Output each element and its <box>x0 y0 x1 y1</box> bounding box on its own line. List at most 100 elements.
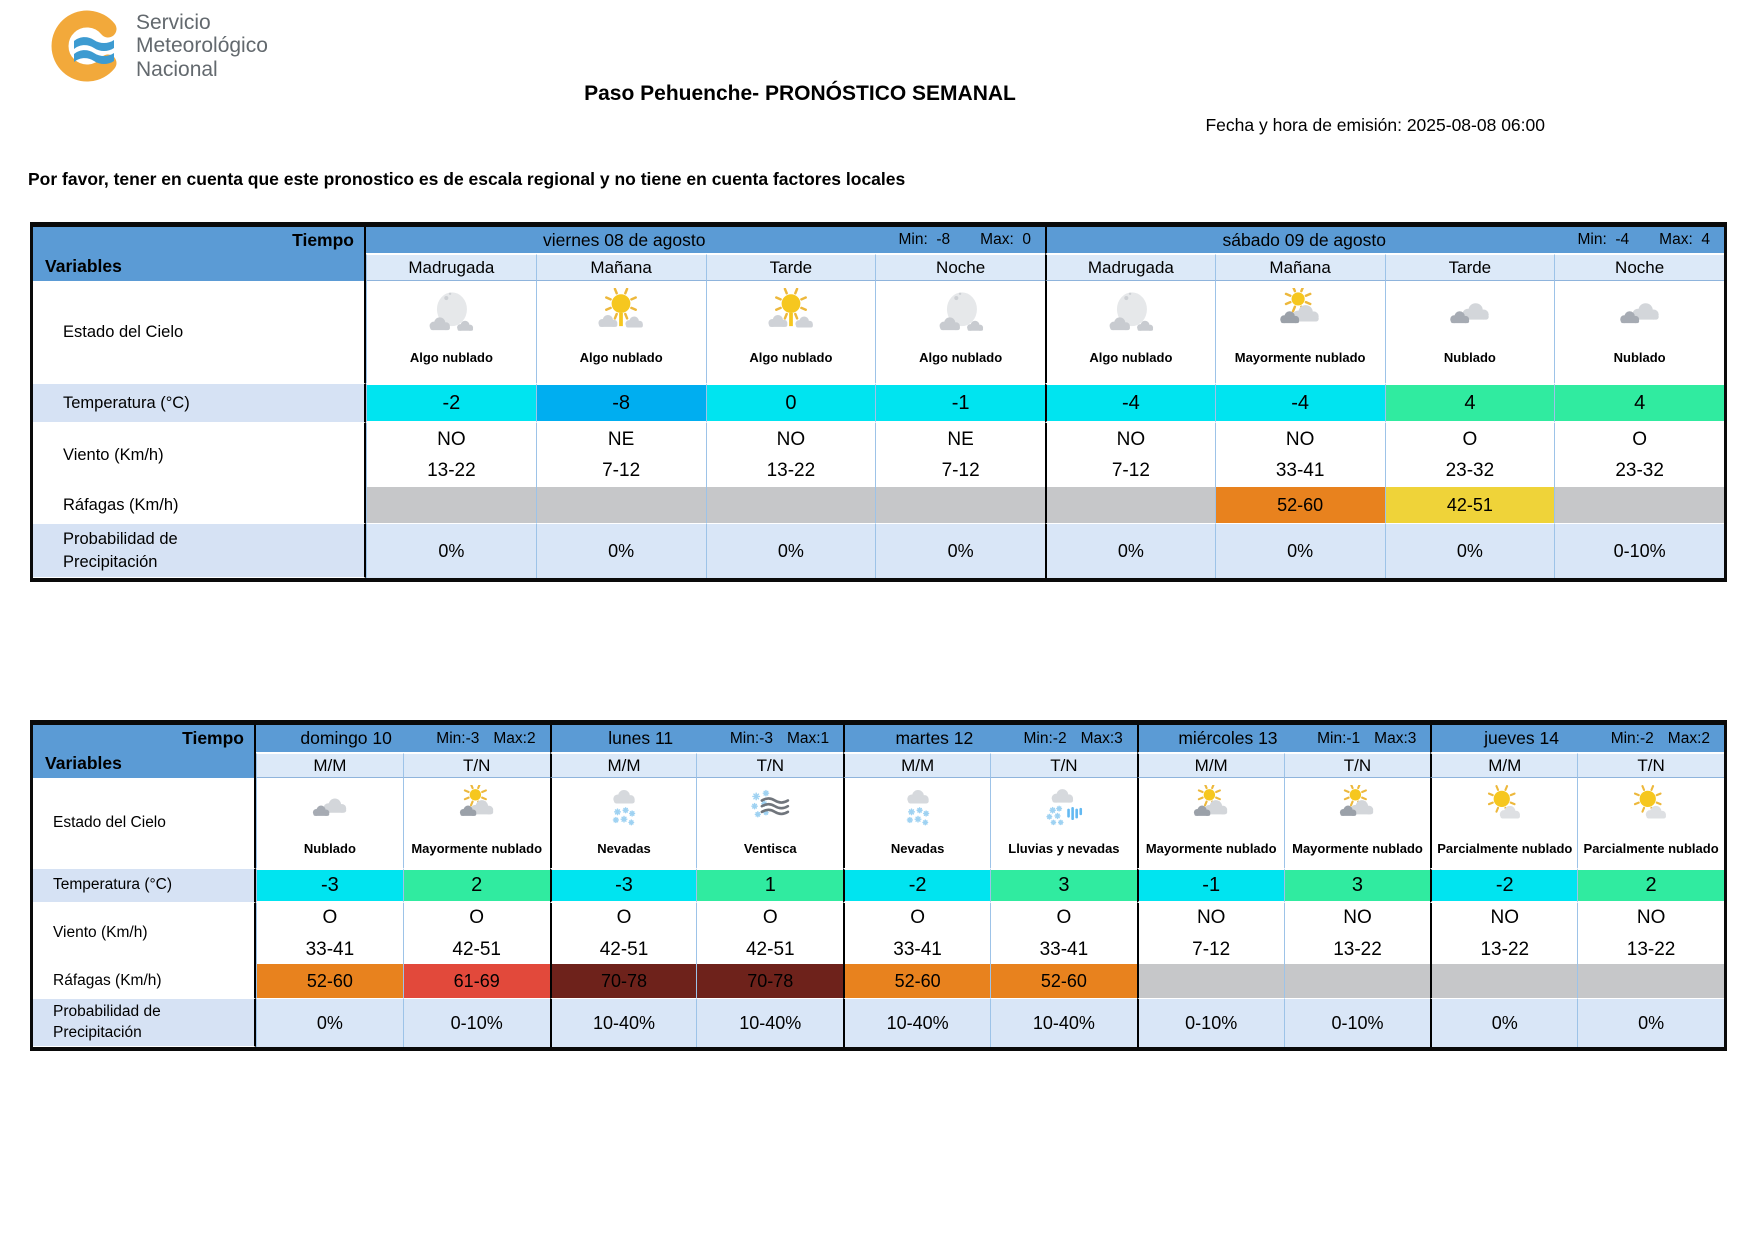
row-label: Viento (Km/h) <box>33 423 366 487</box>
wind-direction: O <box>322 907 338 929</box>
rain-snow-icon <box>1038 785 1090 834</box>
wind-direction: NE <box>607 428 635 450</box>
wind-range: 13-22 <box>427 460 476 481</box>
temperature-cell: 3 <box>1283 868 1431 903</box>
period-header: M/M <box>549 753 697 778</box>
day-header: domingo 10 Min:-3 Max:2 <box>256 725 550 753</box>
gust-cell: 52-60 <box>256 964 403 998</box>
sky-condition-label: Parcialmente nublado <box>1583 841 1719 856</box>
row-label-text: Estado del Cielo <box>53 813 166 831</box>
gust-cell: 70-78 <box>549 964 697 998</box>
day-min: Min:-3 <box>436 729 480 747</box>
corner-header-cell: Tiempo Variables <box>33 227 366 281</box>
partly-cloudy-icon <box>1479 785 1531 834</box>
day-max: Max:2 <box>493 729 536 747</box>
wind-cell: O 23-32 <box>1384 423 1555 487</box>
sky-condition-label: Nublado <box>1613 350 1666 365</box>
regional-disclaimer: Por favor, tener en cuenta que este pron… <box>28 169 906 189</box>
row-label: Estado del Cielo <box>33 778 256 868</box>
period-header: M/M <box>1430 753 1578 778</box>
gust-cell <box>875 487 1045 523</box>
wind-direction: NO <box>437 428 466 450</box>
temperature-cell: 4 <box>1554 383 1724 423</box>
smn-logo-text: Servicio Meteorológico Nacional <box>136 11 268 80</box>
gust-cell <box>1554 487 1724 523</box>
day-name: viernes 08 de agosto <box>543 229 706 250</box>
period-header: T/N <box>1577 753 1724 778</box>
sky-condition-label: Nublado <box>303 841 356 856</box>
wind-range: 13-22 <box>1333 938 1382 960</box>
wind-range: 42-51 <box>452 938 501 960</box>
wind-direction: O <box>1632 428 1648 450</box>
logo-line-3: Nacional <box>136 57 218 81</box>
sky-cell: Mayormente nublado <box>1214 281 1385 383</box>
period-header: Mañana <box>535 254 706 281</box>
gust-cell: 61-69 <box>402 964 550 998</box>
precip-cell: 0-10% <box>1554 523 1724 578</box>
sky-condition-label: Mayormente nublado <box>1292 841 1423 856</box>
day-header: jueves 14 Min:-2 Max:2 <box>1430 725 1724 753</box>
period-header: T/N <box>1283 753 1431 778</box>
gust-cell: 70-78 <box>696 964 844 998</box>
temperature-cell: -4 <box>1214 383 1385 423</box>
sky-cell: Mayormente nublado <box>1136 778 1284 868</box>
precip-cell: 0% <box>1045 523 1215 578</box>
temperature-cell: -2 <box>843 868 990 903</box>
sky-cell: Nevadas <box>549 778 697 868</box>
precip-cell: 10-40% <box>990 998 1137 1047</box>
temperature-cell: -3 <box>256 868 403 903</box>
moon-clouds-icon <box>931 288 991 343</box>
row-label-text: Viento (Km/h) <box>53 924 148 942</box>
wind-cell: NO 13-22 <box>1577 903 1724 964</box>
precip-cell: 0-10% <box>402 998 550 1047</box>
temperature-cell: 2 <box>402 868 550 903</box>
row-label-text: Ráfagas (Km/h) <box>53 971 162 989</box>
wind-cell: O 42-51 <box>549 903 697 964</box>
temperature-cell: -4 <box>1045 383 1215 423</box>
gust-cell: 42-51 <box>1384 487 1555 523</box>
wind-cell: NO 13-22 <box>1430 903 1578 964</box>
wind-range: 42-51 <box>599 938 649 960</box>
forecast-table-detailed: Tiempo Variables viernes 08 de agosto Min: … <box>30 222 1727 582</box>
row-label-text: Probabilidad de Precipitación <box>53 1002 161 1041</box>
temperature-cell: -1 <box>1136 868 1284 903</box>
temperature-cell: -8 <box>535 383 706 423</box>
sky-cell: Algo nublado <box>875 281 1045 383</box>
sky-cell: Algo nublado <box>705 281 876 383</box>
temperature-cell: 3 <box>990 868 1137 903</box>
partly-cloudy-icon <box>1625 785 1677 834</box>
precip-cell: 10-40% <box>696 998 844 1047</box>
sun-clouds-icon <box>761 287 821 343</box>
period-header: M/M <box>256 753 403 778</box>
sky-cell: Mayormente nublado <box>1283 778 1431 868</box>
temperature-cell: -2 <box>1430 868 1578 903</box>
period-header: M/M <box>843 753 990 778</box>
day-min: Min:-3 <box>729 729 773 747</box>
wind-range: 33-41 <box>1275 460 1325 481</box>
wind-cell: NO 33-41 <box>1214 423 1385 487</box>
forecast-table-weekly: Tiempo Variables domingo 10 Min:-3 Max:2 lune… <box>30 720 1727 1051</box>
wind-range: 33-41 <box>893 938 942 960</box>
wind-cell: O 23-32 <box>1554 423 1724 487</box>
sky-condition-label: Algo nublado <box>409 350 493 365</box>
day-min: Min:-2 <box>1610 729 1654 747</box>
sky-condition-label: Algo nublado <box>1089 350 1173 365</box>
temperature-cell: 4 <box>1384 383 1555 423</box>
wind-cell: O 33-41 <box>843 903 990 964</box>
gust-cell <box>1045 487 1215 523</box>
wind-range: 33-41 <box>305 938 355 960</box>
day-name: miércoles 13 <box>1178 728 1278 748</box>
period-header: Mañana <box>1214 254 1385 281</box>
precip-cell: 10-40% <box>549 998 697 1047</box>
precip-cell: 0% <box>366 523 536 578</box>
wind-range: 7-12 <box>941 460 980 481</box>
row-label: Ráfagas (Km/h) <box>33 964 256 998</box>
sky-cell: Parcialmente nublado <box>1577 778 1724 868</box>
day-max: Max:2 <box>1667 729 1710 747</box>
mostly-cloudy-icon <box>1185 783 1237 834</box>
wind-cell: O 42-51 <box>402 903 550 964</box>
day-name: martes 12 <box>895 728 974 748</box>
sky-condition-label: Nevadas <box>890 841 945 856</box>
day-min: Min:-1 <box>1317 729 1361 747</box>
precip-cell: 0% <box>1430 998 1578 1047</box>
